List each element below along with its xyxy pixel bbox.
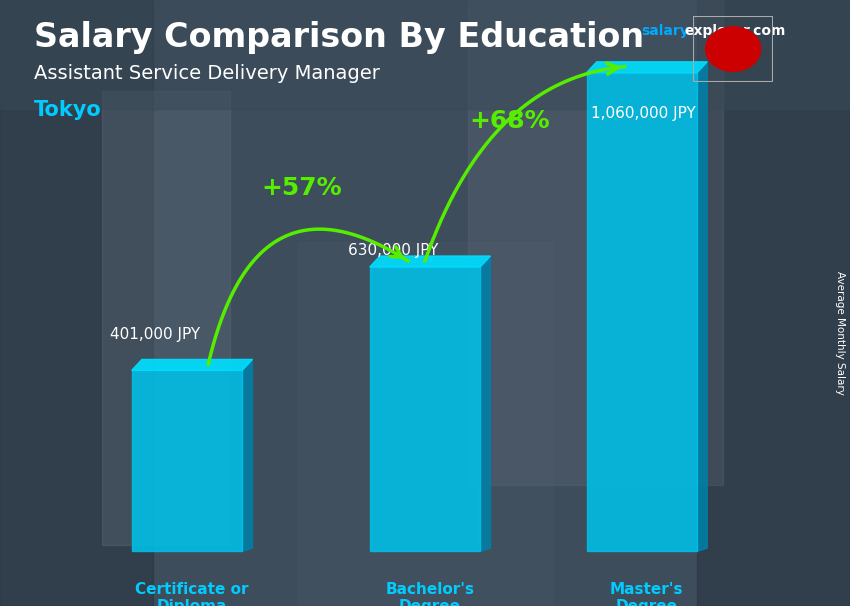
Polygon shape [242, 359, 252, 551]
Text: Master's
Degree: Master's Degree [610, 582, 683, 606]
Polygon shape [586, 62, 707, 73]
Text: 401,000 JPY: 401,000 JPY [110, 327, 201, 342]
Bar [468, 0, 722, 485]
Bar [298, 242, 552, 606]
Text: Salary Comparison By Education: Salary Comparison By Education [34, 21, 644, 54]
Polygon shape [370, 256, 490, 267]
Bar [132, 370, 242, 551]
Circle shape [706, 27, 761, 72]
Bar [0, 0, 850, 109]
Polygon shape [697, 62, 707, 551]
Polygon shape [132, 359, 252, 370]
Text: Certificate or
Diploma: Certificate or Diploma [135, 582, 249, 606]
Text: 1,060,000 JPY: 1,060,000 JPY [591, 106, 695, 121]
Text: +57%: +57% [262, 176, 342, 200]
Text: Bachelor's
Degree: Bachelor's Degree [386, 582, 474, 606]
Text: Tokyo: Tokyo [34, 100, 102, 120]
Text: Assistant Service Delivery Manager: Assistant Service Delivery Manager [34, 64, 380, 82]
Text: explorer.com: explorer.com [684, 24, 785, 38]
Bar [370, 267, 480, 551]
Polygon shape [480, 256, 490, 551]
Bar [0, 0, 153, 606]
Bar [586, 73, 697, 551]
Text: Average Monthly Salary: Average Monthly Salary [835, 271, 845, 395]
Bar [102, 91, 230, 545]
Text: salary: salary [642, 24, 689, 38]
Bar [697, 0, 850, 606]
Text: 630,000 JPY: 630,000 JPY [348, 242, 439, 258]
Text: +68%: +68% [470, 109, 550, 133]
